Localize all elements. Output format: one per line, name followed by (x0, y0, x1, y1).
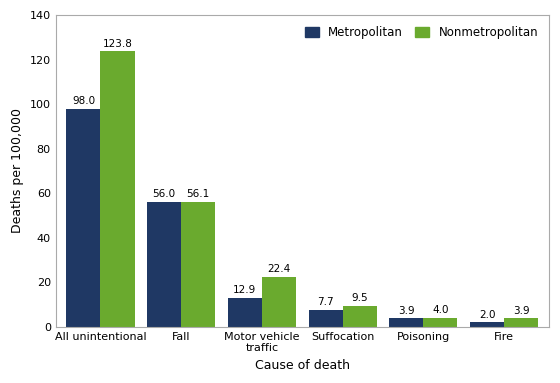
Text: 7.7: 7.7 (318, 297, 334, 307)
Bar (181, 202, 215, 327)
Bar (100, 51, 134, 327)
Bar (147, 202, 181, 327)
Text: 12.9: 12.9 (234, 285, 256, 295)
Bar (262, 277, 296, 327)
Text: 98.0: 98.0 (72, 96, 95, 106)
Bar (309, 310, 343, 327)
Text: 3.9: 3.9 (513, 306, 529, 316)
X-axis label: Cause of death: Cause of death (255, 359, 350, 372)
Bar (67, 109, 100, 327)
Text: 4.0: 4.0 (432, 305, 449, 315)
Bar (470, 322, 504, 327)
Text: 9.5: 9.5 (351, 293, 368, 303)
Text: 56.0: 56.0 (153, 190, 176, 200)
Bar (423, 318, 458, 327)
Text: 22.4: 22.4 (267, 264, 291, 274)
Text: 123.8: 123.8 (102, 39, 133, 49)
Y-axis label: Deaths per 100,000: Deaths per 100,000 (11, 108, 24, 234)
Legend: Metropolitan, Nonmetropolitan: Metropolitan, Nonmetropolitan (300, 21, 543, 43)
Bar (228, 298, 262, 327)
Text: 2.0: 2.0 (479, 310, 495, 320)
Text: 56.1: 56.1 (186, 189, 210, 199)
Bar (389, 318, 423, 327)
Bar (343, 306, 377, 327)
Text: 3.9: 3.9 (398, 306, 414, 316)
Bar (504, 318, 538, 327)
